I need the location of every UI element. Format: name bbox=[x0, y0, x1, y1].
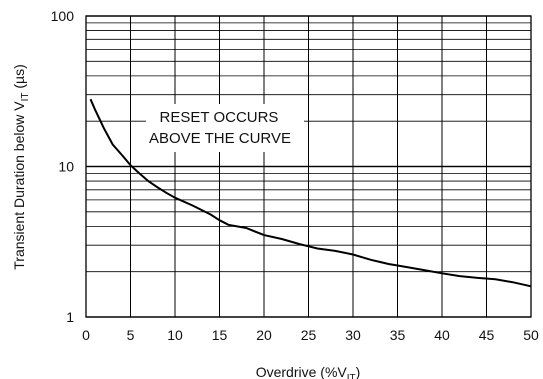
x-tick-label: 35 bbox=[390, 327, 406, 343]
x-axis-label: Overdrive (%VIT) bbox=[256, 364, 361, 379]
y-axis-label: Transient Duration below VIT (µs) bbox=[11, 64, 31, 270]
x-tick-label: 10 bbox=[167, 327, 183, 343]
series-curve bbox=[89, 98, 532, 288]
x-tick-label: 25 bbox=[301, 327, 317, 343]
annotation-background bbox=[146, 104, 304, 152]
y-tick-label: 100 bbox=[51, 8, 75, 24]
x-tick-label: 0 bbox=[82, 327, 90, 343]
x-tick-label: 45 bbox=[479, 327, 495, 343]
x-tick-labels: 0 5 10 15 20 25 30 35 40 45 50 bbox=[82, 327, 539, 343]
plot-frame bbox=[85, 15, 532, 318]
y-tick-label: 10 bbox=[58, 159, 74, 175]
x-tick-label: 30 bbox=[345, 327, 361, 343]
x-tick-label: 50 bbox=[523, 327, 539, 343]
annotation-line-2: ABOVE THE CURVE bbox=[149, 130, 291, 147]
grid bbox=[85, 15, 532, 318]
y-tick-labels: 1 10 100 bbox=[51, 8, 75, 325]
annotation-line-1: RESET OCCURS bbox=[160, 109, 279, 126]
y-tick-label: 1 bbox=[66, 309, 74, 325]
x-tick-label: 40 bbox=[434, 327, 450, 343]
x-tick-label: 15 bbox=[212, 327, 228, 343]
x-tick-label: 5 bbox=[127, 327, 135, 343]
x-tick-label: 20 bbox=[256, 327, 272, 343]
